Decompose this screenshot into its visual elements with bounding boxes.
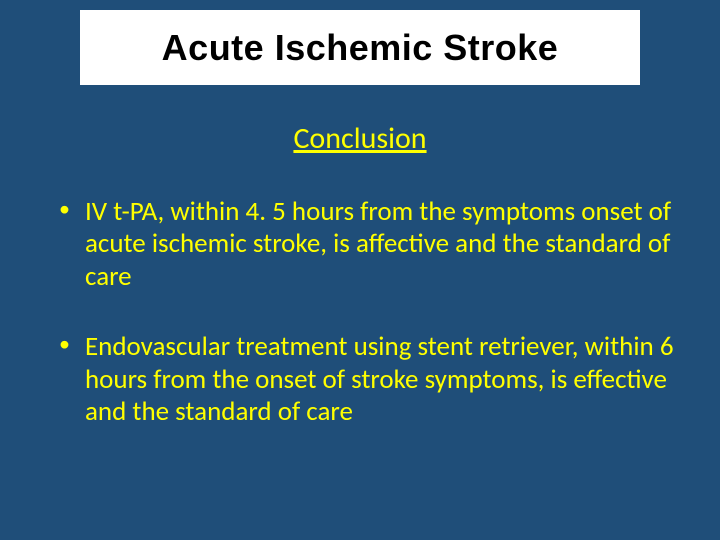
title-container: Acute Ischemic Stroke <box>80 10 640 85</box>
slide-subtitle: Conclusion <box>0 120 720 157</box>
slide-title: Acute Ischemic Stroke <box>162 27 559 69</box>
list-item: Endovascular treatment using stent retri… <box>55 331 675 428</box>
bullet-list: IV t-PA, within 4. 5 hours from the symp… <box>55 196 675 466</box>
list-item: IV t-PA, within 4. 5 hours from the symp… <box>55 196 675 293</box>
